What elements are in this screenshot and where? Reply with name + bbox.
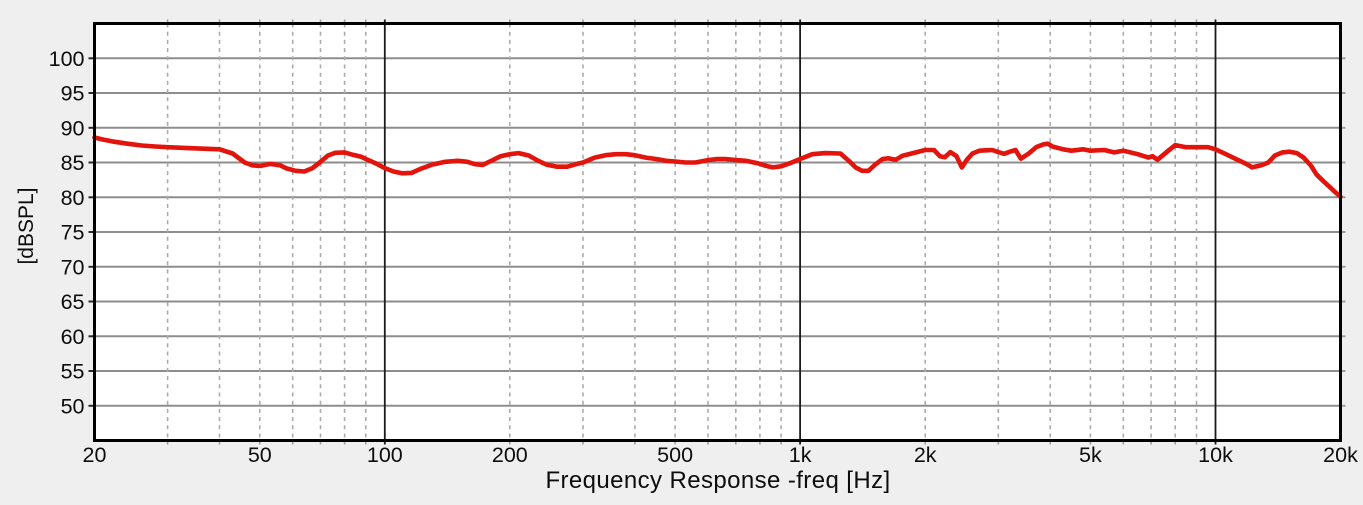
y-tick-label: 90 <box>61 116 85 140</box>
x-tick-label: 500 <box>657 443 693 467</box>
x-tick-label: 10k <box>1198 443 1233 467</box>
x-tick-label: 20 <box>83 443 107 467</box>
y-tick-label: 70 <box>61 255 85 279</box>
y-tick-label: 75 <box>61 221 85 245</box>
y-tick-label: 65 <box>61 290 85 314</box>
x-tick-label: 50 <box>248 443 272 467</box>
y-tick-label: 80 <box>61 186 85 210</box>
y-tick-label: 100 <box>49 47 85 71</box>
y-tick-label: 95 <box>61 82 85 106</box>
x-tick-label: 2k <box>914 443 937 467</box>
x-tick-label: 200 <box>492 443 528 467</box>
y-tick-label: 85 <box>61 151 85 175</box>
y-tick-label: 60 <box>61 325 85 349</box>
x-tick-label: 5k <box>1079 443 1102 467</box>
x-tick-label: 100 <box>367 443 403 467</box>
x-tick-label: 20k <box>1323 443 1358 467</box>
y-tick-label: 50 <box>61 394 85 418</box>
y-tick-label: 55 <box>61 360 85 384</box>
plot-border <box>93 22 1342 442</box>
x-axis-title: Frequency Response -freq [Hz] <box>545 467 891 494</box>
response-curve <box>92 135 1343 199</box>
y-axis-label: [dBSPL] <box>15 187 38 265</box>
x-tick-label: 1k <box>789 443 812 467</box>
